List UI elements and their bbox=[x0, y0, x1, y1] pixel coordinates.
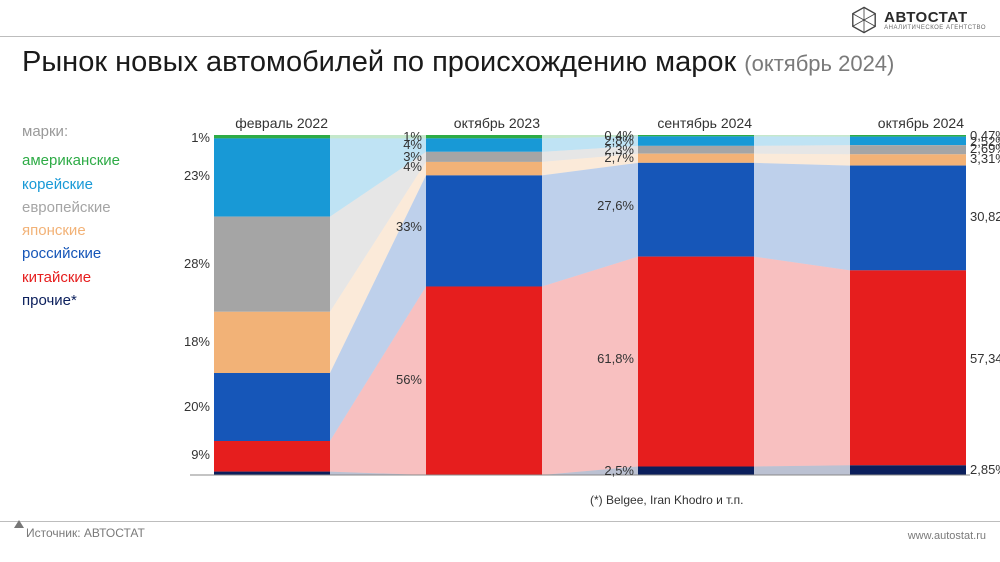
bar-2-korean bbox=[638, 136, 754, 146]
url-label: www.autostat.ru bbox=[908, 530, 986, 542]
bar-3-japanese bbox=[850, 154, 966, 165]
bar-3-european bbox=[850, 145, 966, 154]
legend-item-european: европейские bbox=[22, 196, 120, 219]
chart-area: февраль 2022 1% 23% 28% 18% 20% 9% октябрь 2023… bbox=[170, 115, 970, 485]
bar-2-japanese bbox=[638, 154, 754, 163]
value-label-2-5: 61,8% bbox=[597, 351, 634, 366]
legend-item-russian: российские bbox=[22, 242, 120, 265]
bar-3-korean bbox=[850, 137, 966, 146]
bar-0-american bbox=[214, 135, 330, 138]
bar-1-american bbox=[426, 135, 542, 138]
logo-icon bbox=[850, 6, 878, 34]
bar-3-other bbox=[850, 465, 966, 475]
period-label-0: февраль 2022 bbox=[235, 115, 328, 131]
bar-3-american bbox=[850, 135, 966, 137]
legend: марки: американскиекорейскиеевропейскиея… bbox=[22, 120, 120, 312]
footnote: (*) Belgee, Iran Khodro и т.п. bbox=[590, 493, 743, 507]
bar-3-chinese bbox=[850, 270, 966, 465]
bar-1-korean bbox=[426, 138, 542, 151]
value-label-3-3: 3,31% ↑ bbox=[970, 151, 1000, 166]
value-label-0-2: 28% bbox=[184, 256, 210, 271]
value-label-0-1: 23% bbox=[184, 168, 210, 183]
bar-2-chinese bbox=[638, 257, 754, 467]
value-label-2-6: 2,5% bbox=[604, 463, 634, 478]
period-label-3: октябрь 2024 bbox=[878, 115, 964, 131]
bar-1-chinese bbox=[426, 286, 542, 475]
chart-svg bbox=[170, 115, 970, 485]
legend-item-other: прочие* bbox=[22, 289, 120, 312]
bar-0-other bbox=[214, 472, 330, 475]
logo-text: АВТОСТАТ bbox=[884, 10, 986, 25]
value-label-1-3: 4% bbox=[403, 159, 422, 174]
divider-top bbox=[0, 36, 1000, 37]
period-label-1: октябрь 2023 bbox=[454, 115, 540, 131]
value-label-3-5: 57,34% ↓ bbox=[970, 351, 1000, 366]
triangle-icon bbox=[14, 520, 24, 528]
logo-subtext: АНАЛИТИЧЕСКОЕ АГЕНТСТВО bbox=[884, 25, 986, 31]
value-label-0-0: 1% bbox=[191, 130, 210, 145]
bar-2-other bbox=[638, 467, 754, 475]
title-sub: (октябрь 2024) bbox=[744, 51, 894, 76]
value-label-0-3: 18% bbox=[184, 334, 210, 349]
title-main: Рынок новых автомобилей по происхождению… bbox=[22, 46, 736, 78]
value-label-0-5: 9% bbox=[191, 447, 210, 462]
bar-0-chinese bbox=[214, 441, 330, 472]
legend-item-american: американские bbox=[22, 149, 120, 172]
value-label-0-4: 20% bbox=[184, 399, 210, 414]
period-label-2: сентябрь 2024 bbox=[657, 115, 752, 131]
bar-2-european bbox=[638, 146, 754, 154]
bar-0-korean bbox=[214, 138, 330, 216]
bar-0-european bbox=[214, 217, 330, 312]
divider-bottom bbox=[0, 521, 1000, 522]
page-title: Рынок новых автомобилей по происхождению… bbox=[22, 46, 894, 79]
bar-0-japanese bbox=[214, 312, 330, 373]
bar-2-russian bbox=[638, 163, 754, 257]
source-label: Источник: АВТОСТАТ bbox=[26, 526, 145, 540]
bar-0-russian bbox=[214, 373, 330, 441]
legend-item-chinese: китайские bbox=[22, 266, 120, 289]
legend-title: марки: bbox=[22, 120, 120, 143]
bar-1-japanese bbox=[426, 162, 542, 175]
value-label-2-4: 27,6% bbox=[597, 198, 634, 213]
bar-1-european bbox=[426, 152, 542, 162]
bar-1-russian bbox=[426, 175, 542, 286]
infographic-root: АВТОСТАТ АНАЛИТИЧЕСКОЕ АГЕНТСТВО Рынок н… bbox=[0, 0, 1000, 562]
value-label-3-6: 2,85% ↑ bbox=[970, 462, 1000, 477]
value-label-3-4: 30,82% ↑ bbox=[970, 209, 1000, 224]
value-label-1-5: 56% bbox=[396, 372, 422, 387]
bar-3-russian bbox=[850, 166, 966, 271]
value-label-1-4: 33% bbox=[396, 219, 422, 234]
legend-item-korean: корейские bbox=[22, 173, 120, 196]
bar-2-american bbox=[638, 135, 754, 136]
logo: АВТОСТАТ АНАЛИТИЧЕСКОЕ АГЕНТСТВО bbox=[850, 6, 986, 34]
legend-item-japanese: японские bbox=[22, 219, 120, 242]
value-label-2-3: 2,7% bbox=[604, 150, 634, 165]
